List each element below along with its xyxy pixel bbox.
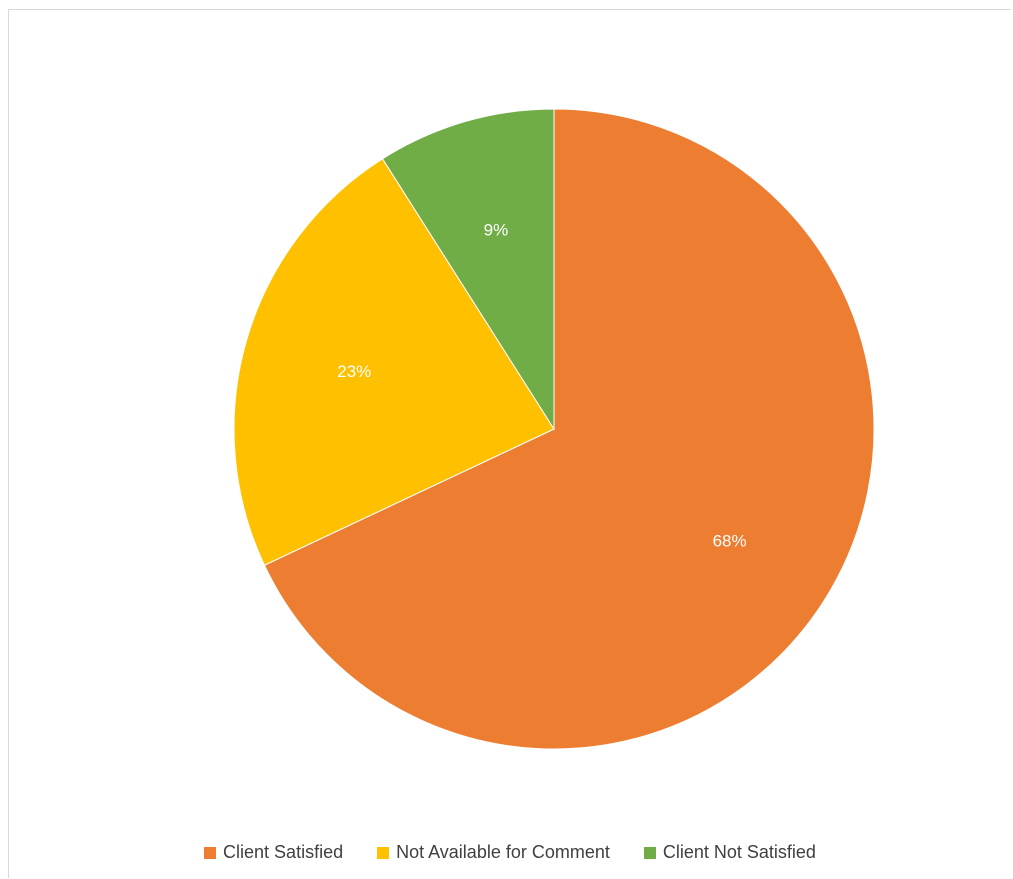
data-label-3: 9% [484,220,509,239]
pie-slice-3 [381,108,555,431]
data-label-1: 68% [713,531,747,550]
legend-item-2: Not Available for Comment [377,842,610,863]
legend-label: Not Available for Comment [396,842,610,862]
pie-chart: 68% 23% 9% [233,108,875,750]
legend-swatch [204,846,217,859]
legend-label: Client Not Satisfied [662,842,816,862]
legend-swatch [377,846,390,859]
pie-slice-2 [233,158,555,566]
data-label-2: 23% [337,362,371,381]
legend-swatch [643,846,656,859]
pie-slice-1 [263,108,875,750]
chart-area: 68% 23% 9% Client Satisfied Not Available f… [8,9,1011,878]
legend: Client Satisfied Not Available for Commen… [9,842,1011,863]
legend-item-3: Client Not Satisfied [643,842,816,863]
legend-item-1: Client Satisfied [204,842,343,863]
legend-label: Client Satisfied [223,842,344,862]
